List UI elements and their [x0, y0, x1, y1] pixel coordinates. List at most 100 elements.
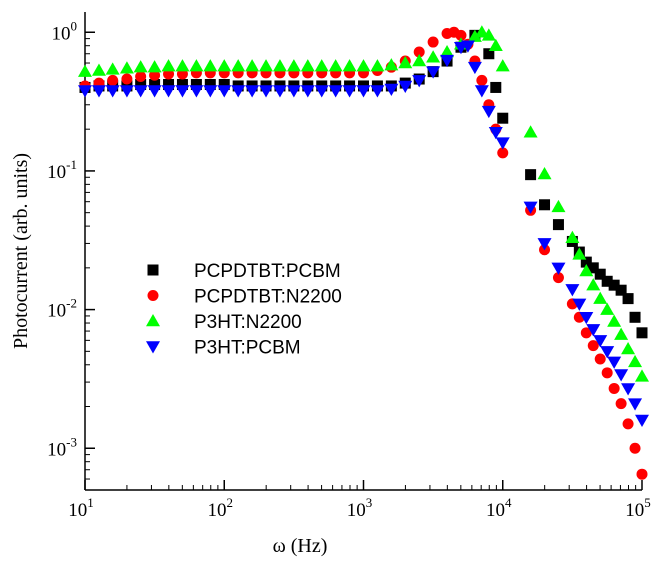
data-point [593, 335, 608, 348]
data-point [594, 268, 606, 280]
data-point [119, 85, 134, 98]
data-point [495, 137, 510, 150]
data-point [525, 169, 537, 181]
data-point [600, 346, 615, 359]
data-point [356, 85, 371, 98]
x-tick-base: 10 [347, 500, 366, 521]
data-point [635, 414, 649, 427]
data-point [314, 59, 329, 72]
data-point [217, 85, 232, 98]
data-point [440, 54, 455, 68]
data-point [218, 79, 230, 91]
data-point [314, 85, 329, 98]
data-point [149, 69, 161, 81]
legend: PCPDTBT:PCBM PCPDTBT:N2200 P3HT:N2200 P3HT:… [146, 261, 342, 359]
legend-marker [146, 341, 160, 354]
data-point [587, 262, 599, 274]
data-point [580, 327, 592, 339]
data-point [161, 85, 176, 98]
data-point [601, 367, 613, 379]
data-point [189, 85, 204, 98]
x-tick-label: 102 [208, 495, 234, 521]
data-point [579, 312, 594, 325]
legend-marker [146, 314, 160, 327]
data-point [523, 125, 538, 138]
data-point [342, 59, 357, 72]
data-point [607, 314, 622, 327]
data-point [476, 74, 488, 86]
y-tick-exponent: -3 [66, 434, 77, 449]
data-point [300, 59, 315, 72]
data-point [217, 59, 232, 72]
data-point [635, 369, 649, 382]
data-point [245, 85, 260, 98]
data-point [636, 327, 648, 339]
y-tick-base: 10 [47, 439, 66, 460]
data-point [204, 79, 216, 91]
y-tick-exponent: 0 [71, 18, 78, 33]
data-point [628, 398, 643, 411]
data-point [440, 45, 455, 58]
x-axis: 101 102 103 104 105 [68, 480, 651, 521]
series-layer [78, 25, 649, 480]
y-tick-label: 100 [52, 18, 78, 44]
data-point [523, 201, 538, 214]
y-tick-base: 10 [47, 162, 66, 183]
data-point [572, 298, 587, 311]
data-point [586, 278, 601, 291]
x-tick-exponent: 1 [87, 495, 94, 510]
legend-marker [147, 290, 159, 301]
data-point [483, 48, 495, 60]
data-point [190, 79, 202, 91]
data-point [601, 275, 613, 287]
data-point [552, 219, 564, 231]
data-point [133, 60, 148, 73]
data-point [455, 29, 467, 41]
data-point [481, 105, 496, 119]
x-tick-exponent: 4 [505, 495, 512, 510]
data-point [551, 262, 566, 275]
data-point [259, 85, 274, 98]
data-point [231, 59, 246, 72]
y-tick-label: 10-1 [47, 157, 77, 183]
data-point [189, 59, 204, 72]
data-point [175, 59, 190, 72]
legend-label: PCPDTBT:PCBM [194, 261, 341, 282]
data-point [537, 167, 552, 180]
data-point [370, 85, 385, 98]
y-axis-title: Photocurrent (arb. units) [10, 153, 32, 349]
data-point [384, 58, 399, 71]
legend-item-pcpdtbt-pcbm: PCPDTBT:PCBM [147, 261, 341, 282]
legend-item-p3ht-n2200: P3HT:N2200 [146, 312, 302, 333]
data-point [133, 85, 148, 98]
data-point [412, 54, 427, 67]
data-point [105, 62, 120, 75]
data-point [121, 73, 133, 85]
data-point [203, 59, 218, 72]
y-tick-label: 10-3 [47, 434, 77, 460]
data-point [398, 56, 413, 69]
data-point [488, 127, 503, 140]
data-point [628, 354, 643, 368]
data-point [135, 79, 147, 91]
data-point [231, 85, 246, 98]
data-point [539, 199, 551, 211]
data-point [600, 302, 615, 315]
data-point [537, 238, 552, 251]
legend-label: P3HT:PCBM [194, 338, 301, 359]
data-point [622, 418, 634, 430]
data-point [629, 442, 641, 454]
data-point [594, 353, 606, 365]
data-point [460, 40, 475, 53]
data-point [490, 81, 502, 93]
x-axis-title: ω (Hz) [273, 535, 328, 557]
data-point [426, 50, 441, 63]
x-tick-label: 105 [625, 495, 651, 521]
data-point [78, 64, 92, 77]
y-tick-label: 10-2 [47, 296, 77, 322]
y-tick-exponent: -2 [66, 296, 77, 311]
data-point [272, 85, 287, 98]
data-point [161, 59, 176, 72]
data-point [551, 199, 566, 213]
data-point [356, 59, 371, 72]
